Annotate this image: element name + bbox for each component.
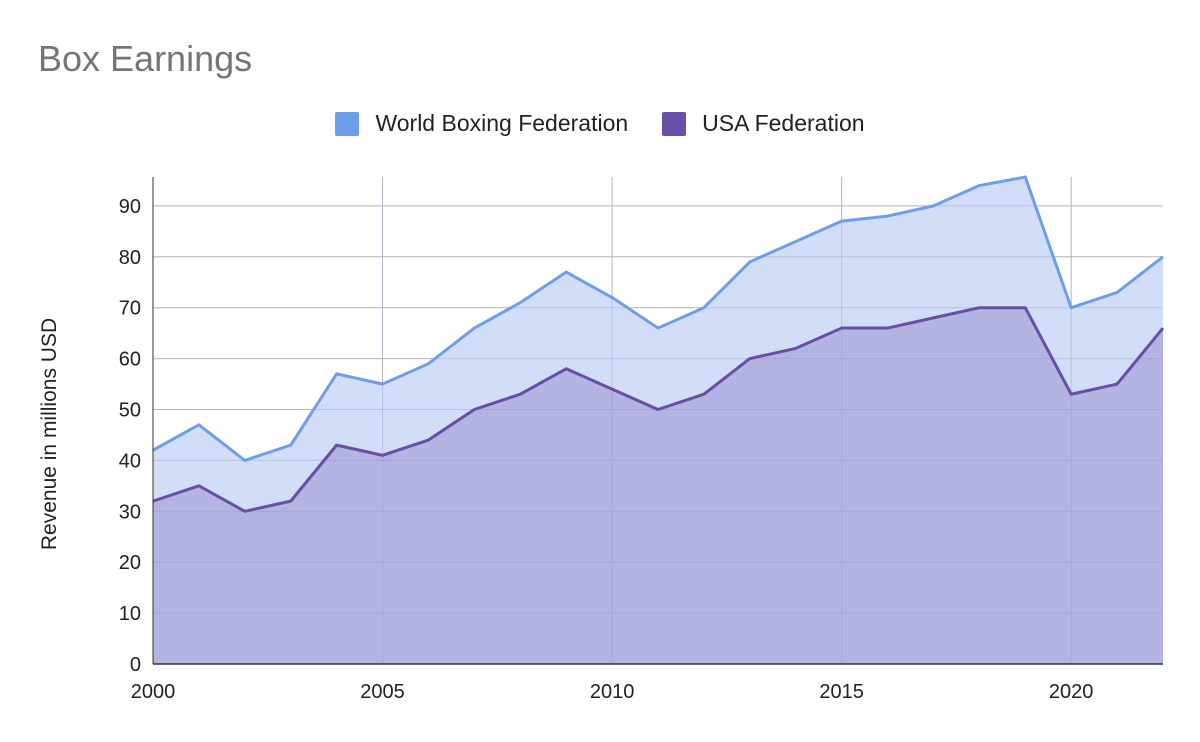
y-tick-label-60: 60: [119, 349, 141, 371]
x-tick-label-2020: 2020: [1049, 681, 1094, 703]
y-tick-label-50: 50: [119, 400, 141, 422]
y-tick-label-0: 0: [130, 654, 141, 676]
area-1: [153, 307, 1163, 664]
y-tick-label-30: 30: [119, 501, 141, 523]
legend-item-world-boxing-federation[interactable]: World Boxing Federation: [335, 110, 628, 137]
legend-swatch-world-boxing-federation: [335, 111, 360, 136]
legend: World Boxing Federation USA Federation: [0, 110, 1200, 137]
y-tick-label-40: 40: [119, 450, 141, 472]
y-tick-label-20: 20: [119, 552, 141, 574]
legend-label-usa-federation: USA Federation: [702, 110, 865, 136]
y-tick-label-70: 70: [119, 298, 141, 320]
chart-title: Box Earnings: [38, 38, 253, 79]
y-tick-label-10: 10: [119, 603, 141, 625]
legend-item-usa-federation[interactable]: USA Federation: [662, 110, 865, 137]
x-tick-label-2000: 2000: [131, 681, 176, 703]
y-tick-label-80: 80: [119, 247, 141, 269]
legend-swatch-usa-federation: [662, 111, 687, 136]
x-tick-label-2010: 2010: [590, 681, 635, 703]
y-tick-label-90: 90: [119, 196, 141, 218]
legend-label-world-boxing-federation: World Boxing Federation: [375, 110, 629, 136]
x-tick-label-2015: 2015: [819, 681, 864, 703]
x-tick-label-2005: 2005: [360, 681, 405, 703]
